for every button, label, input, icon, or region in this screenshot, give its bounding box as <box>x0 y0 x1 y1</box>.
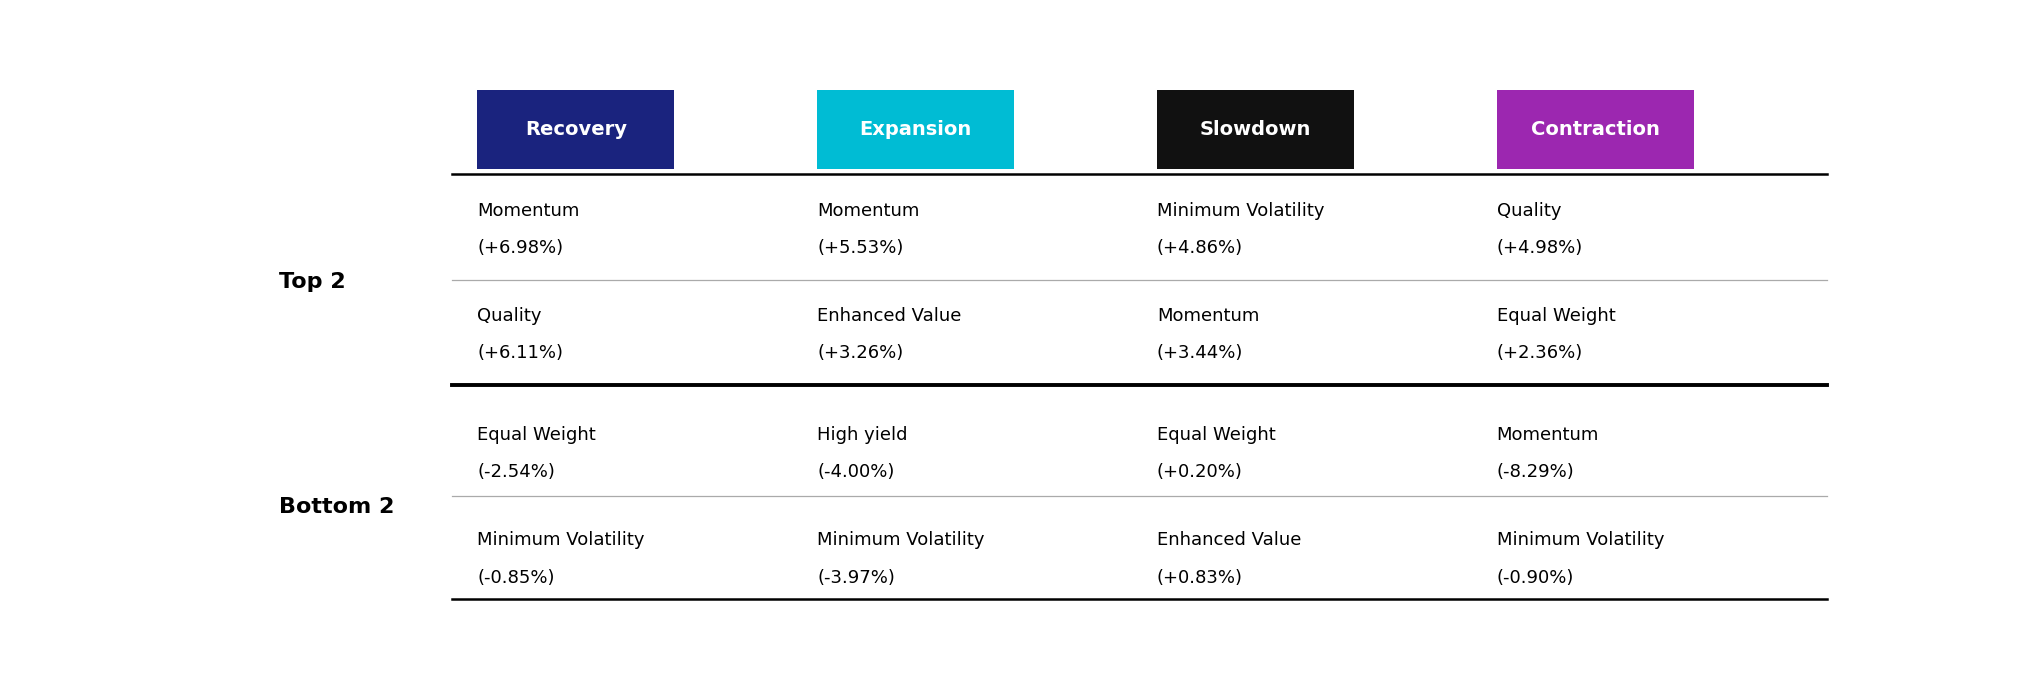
Text: (+5.53%): (+5.53%) <box>818 239 903 257</box>
Text: Enhanced Value: Enhanced Value <box>1156 531 1301 549</box>
Text: (+2.36%): (+2.36%) <box>1497 344 1582 363</box>
Text: Recovery: Recovery <box>524 120 626 139</box>
Text: (-8.29%): (-8.29%) <box>1497 463 1574 481</box>
Text: High yield: High yield <box>818 426 907 444</box>
Text: (-2.54%): (-2.54%) <box>477 463 555 481</box>
FancyBboxPatch shape <box>818 90 1013 169</box>
Text: Minimum Volatility: Minimum Volatility <box>1156 202 1323 220</box>
Text: Equal Weight: Equal Weight <box>1497 307 1615 326</box>
Text: Contraction: Contraction <box>1531 120 1660 139</box>
Text: Minimum Volatility: Minimum Volatility <box>818 531 985 549</box>
Text: (+3.26%): (+3.26%) <box>818 344 903 363</box>
Text: Enhanced Value: Enhanced Value <box>818 307 962 326</box>
Text: Bottom 2: Bottom 2 <box>279 497 394 516</box>
Text: (-0.90%): (-0.90%) <box>1497 569 1574 587</box>
Text: Quality: Quality <box>477 307 542 326</box>
Text: (+6.11%): (+6.11%) <box>477 344 563 363</box>
Text: Quality: Quality <box>1497 202 1562 220</box>
Text: (+0.20%): (+0.20%) <box>1156 463 1242 481</box>
Text: (+3.44%): (+3.44%) <box>1156 344 1244 363</box>
FancyBboxPatch shape <box>1497 90 1694 169</box>
Text: Minimum Volatility: Minimum Volatility <box>1497 531 1664 549</box>
Text: (+0.83%): (+0.83%) <box>1156 569 1244 587</box>
Text: (+4.98%): (+4.98%) <box>1497 239 1582 257</box>
Text: Momentum: Momentum <box>477 202 579 220</box>
Text: Momentum: Momentum <box>1497 426 1599 444</box>
Text: Equal Weight: Equal Weight <box>477 426 595 444</box>
Text: (-0.85%): (-0.85%) <box>477 569 555 587</box>
Text: Top 2: Top 2 <box>279 272 345 292</box>
Text: (-4.00%): (-4.00%) <box>818 463 895 481</box>
Text: Momentum: Momentum <box>818 202 920 220</box>
Text: (-3.97%): (-3.97%) <box>818 569 895 587</box>
Text: (+4.86%): (+4.86%) <box>1156 239 1244 257</box>
Text: Slowdown: Slowdown <box>1199 120 1311 139</box>
Text: Equal Weight: Equal Weight <box>1156 426 1276 444</box>
Text: Momentum: Momentum <box>1156 307 1260 326</box>
Text: Expansion: Expansion <box>860 120 973 139</box>
FancyBboxPatch shape <box>1156 90 1354 169</box>
Text: (+6.98%): (+6.98%) <box>477 239 563 257</box>
Text: Minimum Volatility: Minimum Volatility <box>477 531 644 549</box>
FancyBboxPatch shape <box>477 90 675 169</box>
